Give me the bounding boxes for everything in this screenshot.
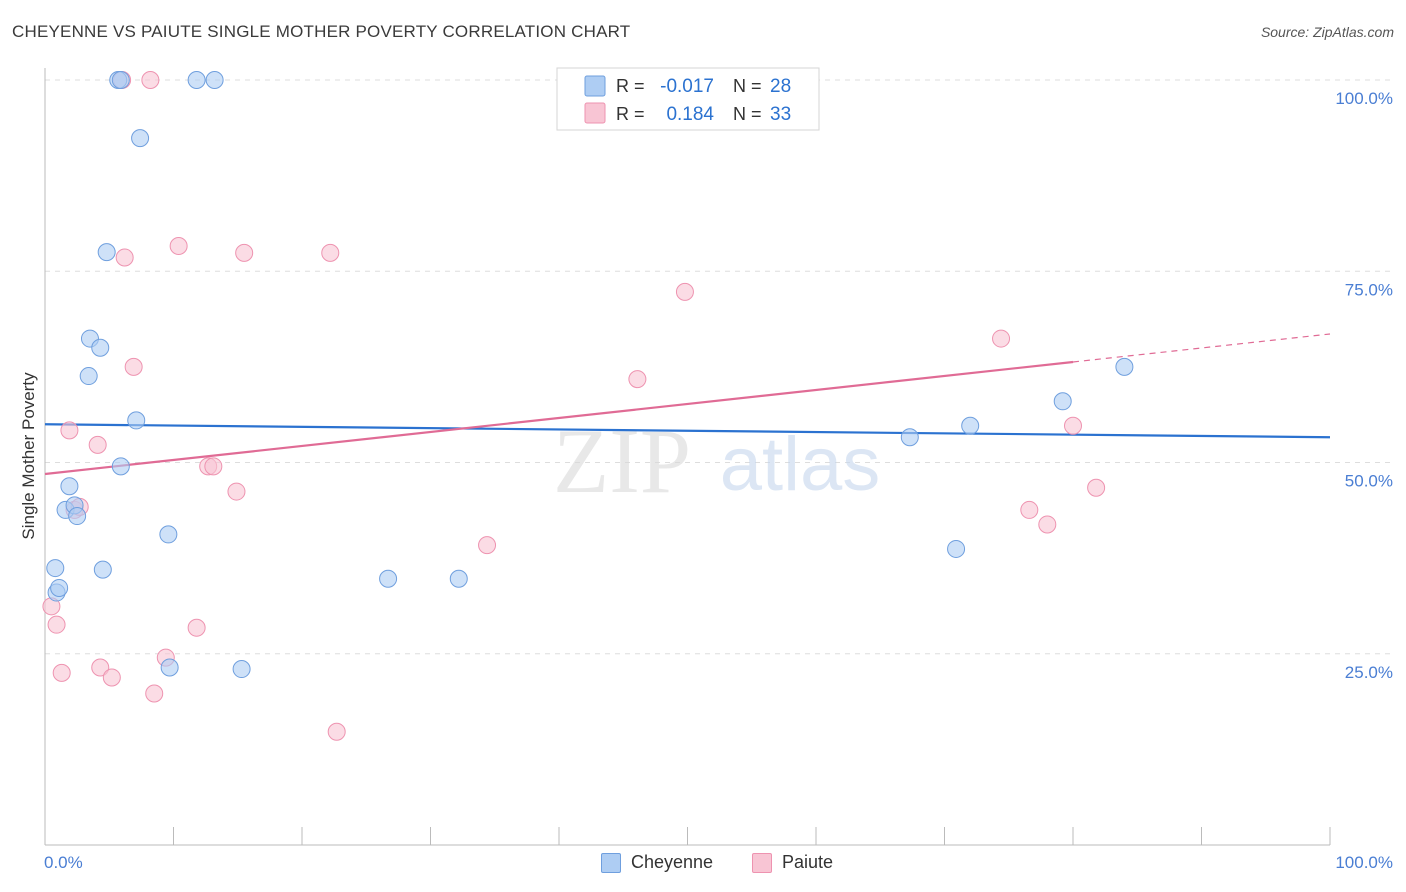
x-tick-label-min: 0.0%	[44, 853, 83, 872]
legend-swatch-paiute-bottom	[752, 852, 772, 873]
point-cheyenne	[1053, 392, 1072, 411]
legend-label-paiute: Paiute	[782, 852, 834, 872]
x-tick-label-max: 100.0%	[1335, 853, 1393, 872]
point-cheyenne	[93, 560, 112, 579]
y-axis-label: Single Mother Poverty	[19, 372, 38, 540]
point-paiute	[91, 658, 110, 677]
legend-bottom: Cheyenne Paiute	[0, 852, 1406, 878]
point-cheyenne	[60, 477, 79, 496]
point-cheyenne	[1115, 357, 1134, 376]
legend-n-label-cheyenne: N =	[733, 76, 762, 96]
legend-r-label-cheyenne: R =	[616, 76, 645, 96]
point-paiute	[628, 370, 647, 389]
legend-r-label-paiute: R =	[616, 104, 645, 124]
point-paiute	[169, 237, 188, 256]
point-paiute	[327, 722, 346, 741]
point-cheyenne	[961, 416, 980, 435]
legend-n-value-paiute: 33	[770, 104, 791, 125]
point-paiute	[145, 684, 164, 703]
legend-top: R = -0.017 N = 28 R = 0.184 N = 33	[556, 67, 820, 131]
legend-n-value-cheyenne: 28	[770, 76, 791, 97]
axes	[44, 68, 1331, 846]
point-cheyenne	[187, 71, 206, 89]
point-paiute	[321, 243, 340, 262]
trend-line-paiute	[44, 360, 1074, 476]
point-cheyenne	[379, 569, 398, 588]
point-paiute	[187, 618, 206, 637]
point-cheyenne	[111, 71, 130, 89]
y-tick-label: 100.0%	[1335, 89, 1393, 108]
data-points	[42, 71, 1134, 741]
point-cheyenne	[97, 243, 116, 262]
point-paiute	[102, 668, 121, 687]
point-paiute	[1038, 515, 1057, 534]
point-paiute	[1064, 416, 1082, 435]
point-paiute	[124, 357, 143, 376]
point-cheyenne	[947, 539, 966, 558]
chart-title: CHEYENNE VS PAIUTE SINGLE MOTHER POVERTY…	[12, 22, 631, 41]
legend-item-paiute[interactable]: Paiute	[752, 852, 833, 873]
point-paiute	[115, 248, 134, 267]
point-cheyenne	[50, 578, 69, 597]
point-paiute	[1087, 478, 1106, 497]
trend-line-cheyenne	[44, 423, 1331, 439]
source-label: Source: ZipAtlas.com	[1260, 24, 1394, 40]
y-tick-label: 75.0%	[1345, 280, 1393, 299]
point-paiute	[675, 282, 694, 301]
point-paiute	[1020, 500, 1039, 519]
point-cheyenne	[91, 338, 110, 357]
point-cheyenne	[79, 367, 98, 386]
point-cheyenne	[205, 71, 224, 89]
y-tick-label: 50.0%	[1345, 472, 1393, 491]
point-paiute	[60, 421, 79, 440]
point-cheyenne	[232, 660, 251, 679]
legend-label-cheyenne: Cheyenne	[631, 852, 714, 872]
point-paiute	[992, 329, 1011, 348]
legend-n-label-paiute: N =	[733, 104, 762, 124]
point-cheyenne	[900, 428, 919, 447]
point-cheyenne	[111, 457, 130, 476]
y-tick-label: 25.0%	[1345, 663, 1393, 682]
point-paiute	[478, 536, 497, 555]
point-cheyenne	[160, 658, 179, 677]
point-paiute	[227, 482, 246, 501]
point-paiute	[141, 71, 160, 89]
legend-item-cheyenne[interactable]: Cheyenne	[601, 852, 713, 873]
y-tick-labels: 100.0% 75.0% 50.0% 25.0%	[1335, 89, 1393, 682]
point-cheyenne	[449, 569, 468, 588]
legend-r-value-cheyenne: -0.017	[660, 76, 714, 97]
legend-swatch-paiute	[584, 102, 606, 124]
point-cheyenne	[68, 507, 87, 526]
point-paiute	[88, 435, 107, 454]
point-paiute	[52, 663, 71, 682]
legend-swatch-cheyenne	[584, 75, 606, 97]
point-paiute	[235, 243, 254, 262]
trend-line-paiute-extension	[1072, 333, 1331, 363]
watermark-zip: ZIP	[553, 410, 691, 512]
point-cheyenne	[127, 411, 146, 430]
point-paiute	[204, 457, 223, 476]
point-cheyenne	[159, 525, 178, 544]
point-cheyenne	[131, 129, 150, 148]
trend-lines	[44, 333, 1331, 476]
legend-r-value-paiute: 0.184	[666, 104, 714, 125]
point-cheyenne	[46, 559, 65, 578]
point-paiute	[47, 615, 66, 634]
watermark-atlas: atlas	[720, 422, 881, 507]
gridlines	[45, 79, 1392, 655]
legend-swatch-cheyenne-bottom	[601, 852, 621, 873]
